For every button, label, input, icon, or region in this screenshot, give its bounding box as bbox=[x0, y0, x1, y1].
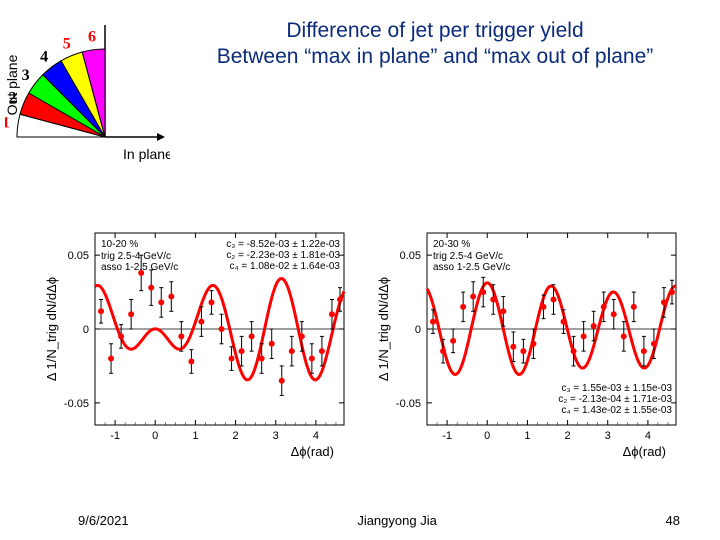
footer: 9/6/2021 Jiangyong Jia 48 bbox=[0, 513, 720, 528]
svg-text:0.05: 0.05 bbox=[68, 250, 89, 262]
footer-author: Jiangyong Jia bbox=[357, 513, 437, 528]
svg-text:c₂ = -2.23e-03 ± 1.81e-03: c₂ = -2.23e-03 ± 1.81e-03 bbox=[226, 250, 340, 261]
svg-text:-0.05: -0.05 bbox=[64, 398, 89, 410]
svg-text:-1: -1 bbox=[442, 430, 452, 442]
svg-text:Δ 1/N_trig dN/dΔϕ: Δ 1/N_trig dN/dΔϕ bbox=[376, 277, 391, 381]
svg-text:asso 1-2.5 GeV/c: asso 1-2.5 GeV/c bbox=[433, 262, 510, 273]
svg-text:3: 3 bbox=[22, 67, 30, 84]
chart-right-svg: -1 0 1 2 3 4 -0.05 0 0.05 Δϕ(rad) Δ 1/N_trig dN/dΔ… bbox=[372, 225, 684, 460]
svg-text:c₃ = 1.55e-03 ± 1.15e-03: c₃ = 1.55e-03 ± 1.15e-03 bbox=[562, 383, 673, 394]
svg-text:2: 2 bbox=[233, 430, 239, 442]
svg-text:2: 2 bbox=[565, 430, 571, 442]
svg-text:trig 2.5-4 GeV/c: trig 2.5-4 GeV/c bbox=[101, 251, 171, 262]
svg-text:c₃ = -8.52e-03 ± 1.22e-03: c₃ = -8.52e-03 ± 1.22e-03 bbox=[226, 239, 340, 250]
svg-text:0: 0 bbox=[83, 324, 89, 336]
svg-text:In plane: In plane bbox=[123, 146, 170, 162]
slide-title: Difference of jet per trigger yield Betw… bbox=[180, 18, 690, 71]
svg-text:Δϕ(rad): Δϕ(rad) bbox=[623, 444, 666, 459]
svg-text:5: 5 bbox=[63, 35, 71, 52]
svg-text:asso 1-2.5 GeV/c: asso 1-2.5 GeV/c bbox=[101, 262, 178, 273]
svg-text:0.05: 0.05 bbox=[400, 250, 421, 262]
title-line1: Difference of jet per trigger yield bbox=[180, 18, 690, 44]
svg-text:c₄ = 1.08e-02 ± 1.64e-03: c₄ = 1.08e-02 ± 1.64e-03 bbox=[230, 261, 341, 272]
svg-text:1: 1 bbox=[524, 430, 530, 442]
svg-text:3: 3 bbox=[273, 430, 279, 442]
svg-text:0: 0 bbox=[484, 430, 490, 442]
chart-left-svg: -1 0 1 2 3 4 -0.05 0 0.05 Δϕ(rad) Δ 1/N_trig dN/dΔ… bbox=[40, 225, 352, 460]
svg-text:20-30 %: 20-30 % bbox=[433, 239, 470, 250]
svg-text:4: 4 bbox=[40, 48, 48, 65]
svg-text:-1: -1 bbox=[110, 430, 120, 442]
svg-text:0: 0 bbox=[415, 324, 421, 336]
chart-left: -1 0 1 2 3 4 -0.05 0 0.05 Δϕ(rad) Δ 1/N_trig dN/dΔ… bbox=[40, 225, 352, 460]
svg-text:-0.05: -0.05 bbox=[396, 398, 421, 410]
svg-text:Δϕ(rad): Δϕ(rad) bbox=[291, 444, 334, 459]
chart-right: -1 0 1 2 3 4 -0.05 0 0.05 Δϕ(rad) Δ 1/N_trig dN/dΔ… bbox=[372, 225, 684, 460]
svg-text:10-20 %: 10-20 % bbox=[101, 239, 138, 250]
svg-text:Out plane: Out plane bbox=[5, 54, 20, 115]
wedge-svg: 123456Out planeIn plane bbox=[5, 15, 170, 175]
svg-text:c₄ = 1.43e-02 ± 1.55e-03: c₄ = 1.43e-02 ± 1.55e-03 bbox=[562, 405, 673, 416]
svg-text:c₂ = -2.13e-04 ± 1.71e-03: c₂ = -2.13e-04 ± 1.71e-03 bbox=[558, 394, 672, 405]
svg-text:Δ 1/N_trig dN/dΔϕ: Δ 1/N_trig dN/dΔϕ bbox=[44, 277, 59, 381]
wedge-diagram: 123456Out planeIn plane bbox=[5, 15, 170, 175]
svg-text:6: 6 bbox=[88, 29, 96, 46]
svg-text:4: 4 bbox=[645, 430, 651, 442]
title-line2: Between “max in plane” and “max out of p… bbox=[180, 44, 690, 70]
footer-page: 48 bbox=[666, 513, 680, 528]
footer-date: 9/6/2021 bbox=[78, 513, 129, 528]
charts-row: -1 0 1 2 3 4 -0.05 0 0.05 Δϕ(rad) Δ 1/N_trig dN/dΔ… bbox=[40, 225, 684, 460]
svg-text:trig 2.5-4 GeV/c: trig 2.5-4 GeV/c bbox=[433, 251, 503, 262]
svg-text:0: 0 bbox=[152, 430, 158, 442]
svg-text:1: 1 bbox=[192, 430, 198, 442]
svg-text:4: 4 bbox=[313, 430, 319, 442]
svg-text:1: 1 bbox=[5, 115, 10, 132]
svg-text:3: 3 bbox=[605, 430, 611, 442]
